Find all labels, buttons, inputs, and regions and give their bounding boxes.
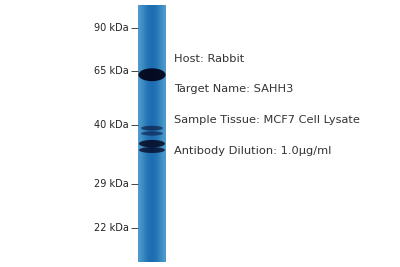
Text: 65 kDa: 65 kDa (94, 66, 129, 76)
Ellipse shape (139, 147, 165, 153)
Ellipse shape (141, 126, 163, 131)
Text: 90 kDa: 90 kDa (94, 23, 129, 33)
Ellipse shape (139, 140, 165, 147)
Ellipse shape (138, 68, 166, 81)
Text: Antibody Dilution: 1.0μg/ml: Antibody Dilution: 1.0μg/ml (174, 146, 331, 156)
Ellipse shape (141, 131, 163, 136)
Text: 40 kDa: 40 kDa (94, 120, 129, 131)
Text: Sample Tissue: MCF7 Cell Lysate: Sample Tissue: MCF7 Cell Lysate (174, 115, 360, 125)
Text: 22 kDa: 22 kDa (94, 223, 129, 233)
Text: 29 kDa: 29 kDa (94, 179, 129, 189)
Text: Host: Rabbit: Host: Rabbit (174, 54, 244, 64)
Text: Target Name: SAHH3: Target Name: SAHH3 (174, 84, 293, 95)
